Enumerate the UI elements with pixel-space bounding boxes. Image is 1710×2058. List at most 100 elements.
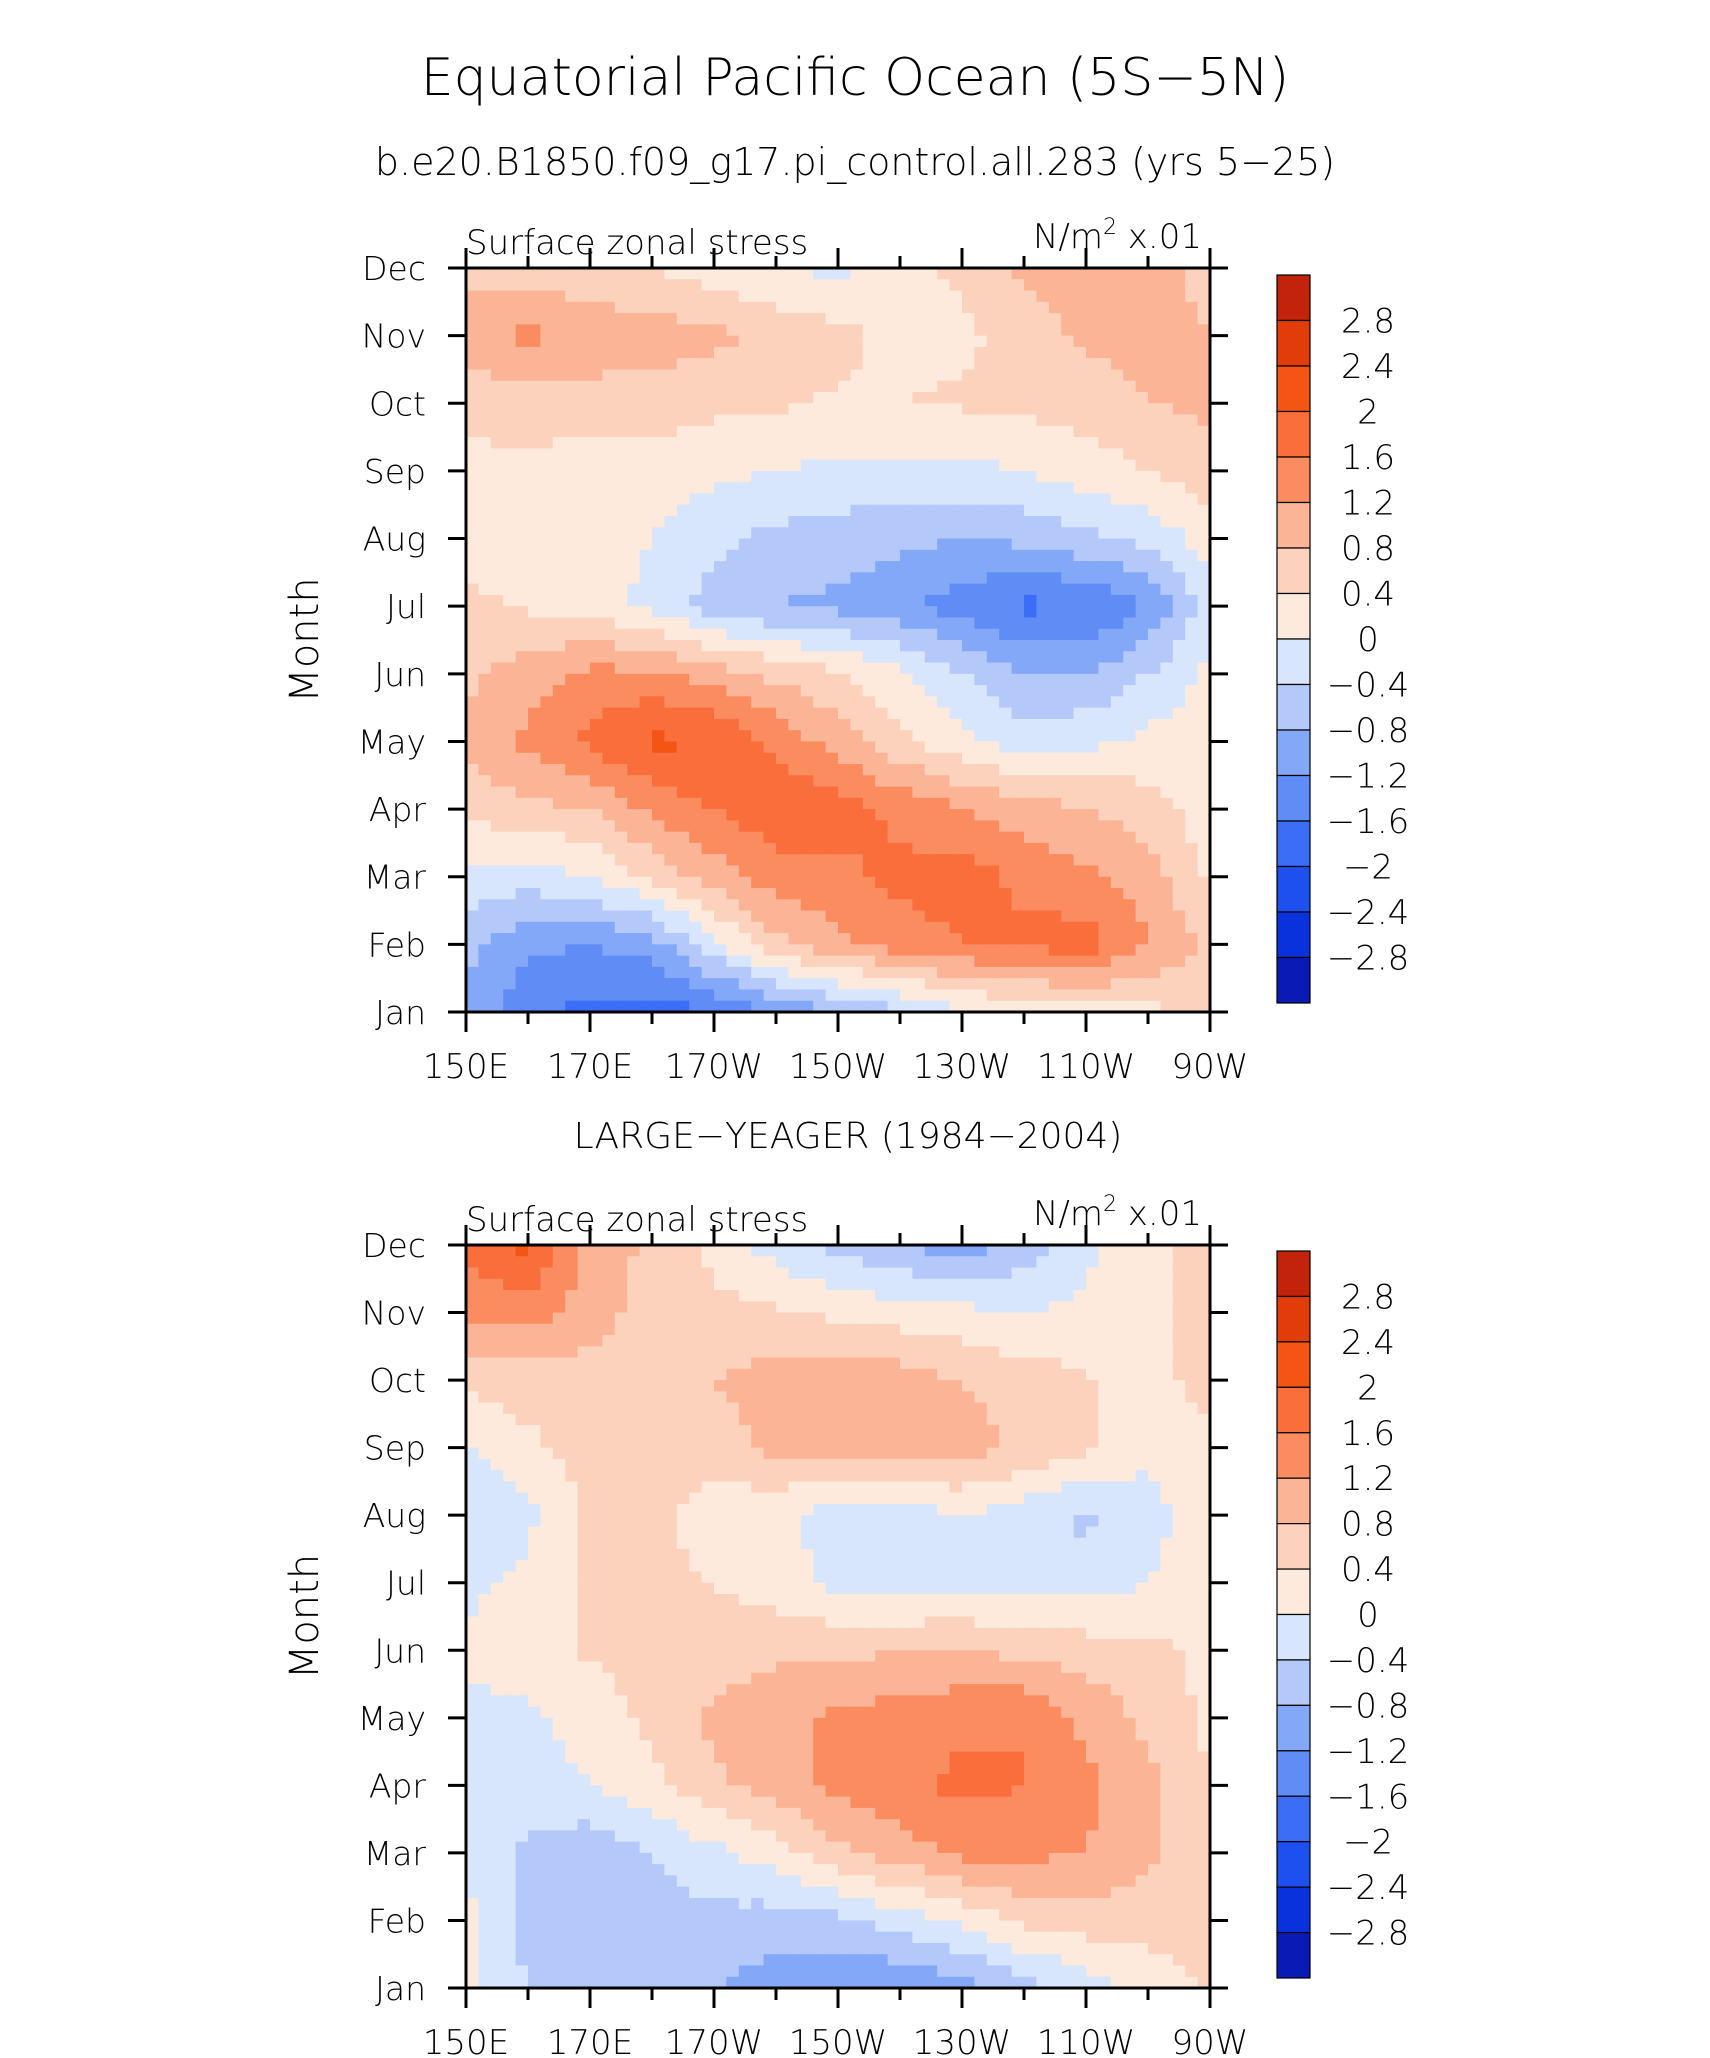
contour-cell [900,955,913,968]
contour-cell [1148,380,1161,393]
contour-cell [949,504,963,517]
contour-cell [1098,1267,1112,1280]
contour-cell [763,888,777,900]
contour-cell [962,459,975,472]
contour-cell [552,775,566,788]
contour-cell [1110,437,1124,449]
contour-cell [1197,1267,1211,1280]
contour-cell [466,1323,479,1336]
contour-cell [1197,279,1211,292]
contour-cell [565,527,579,540]
contour-cell [515,504,529,517]
contour-cell [590,820,603,833]
contour-cell [1098,1301,1112,1314]
contour-cell [1185,854,1199,867]
contour-cell [986,1380,1000,1392]
contour-cell [862,820,876,833]
contour-cell [1011,786,1025,799]
contour-cell [776,1368,789,1381]
contour-cell [540,470,554,483]
contour-cell [862,301,876,314]
contour-cell [1098,1380,1112,1392]
contour-cell [850,594,864,607]
contour-cell [466,865,479,878]
contour-cell [751,369,765,382]
contour-cell [751,651,765,664]
contour-cell [825,617,839,630]
y-tick-label: Dec [362,249,426,288]
contour-cell [515,470,529,483]
contour-cell [1110,831,1124,844]
contour-cell [503,538,517,551]
contour-cell [1086,1368,1099,1381]
contour-cell [540,606,554,619]
contour-cell [490,538,504,551]
contour-cell [949,493,963,506]
contour-cell [676,933,690,945]
contour-cell [552,933,566,945]
contour-cell [1197,504,1211,517]
contour-cell [1110,741,1124,754]
contour-cell [763,1312,777,1325]
contour-cell [813,707,827,720]
contour-cell [924,268,938,280]
contour-cell [676,414,690,427]
contour-cell [540,425,554,438]
contour-cell [1061,358,1075,371]
contour-cell [478,764,492,776]
contour-cell [1073,617,1087,630]
contour-cell [639,1335,653,1347]
contour-cell [738,1256,752,1269]
contour-cell [652,482,665,495]
contour-cell [577,696,591,709]
contour-cell [614,842,628,855]
contour-cell [788,831,802,844]
contour-cell [999,527,1013,540]
contour-cell [1011,527,1025,540]
contour-cell [627,1245,641,1257]
contour-cell [726,493,740,506]
contour-cell [1073,933,1087,945]
contour-cell [986,301,1000,314]
contour-cell [800,1267,814,1280]
contour-cell [577,335,591,348]
contour-cell [528,437,541,449]
contour-cell [577,910,591,923]
contour-cell [676,865,690,878]
contour-cell [726,786,740,799]
contour-cell [986,1256,1000,1269]
contour-cell [813,786,827,799]
contour-cell [639,346,653,359]
contour-cell [1086,831,1099,844]
contour-cell [850,651,864,664]
contour-cell [962,730,975,743]
contour-cell [676,628,690,641]
contour-cell [800,764,814,776]
contour-cell [937,470,951,483]
contour-cell [1048,1368,1062,1381]
contour-cell [714,662,727,675]
contour-cell [875,842,889,855]
contour-cell [639,617,653,630]
contour-cell [590,313,603,325]
contour-cell [924,640,938,652]
contour-cell [1036,301,1050,314]
contour-cell [515,380,529,393]
contour-cell [1086,752,1099,765]
contour-cell [1160,1256,1174,1269]
contour-cell [1135,966,1149,979]
contour-cell [1048,1346,1062,1359]
contour-cell [887,786,901,799]
contour-cell [652,921,665,934]
contour-cell [751,1402,765,1415]
contour-cell [1073,549,1087,562]
contour-cell [1160,482,1174,495]
contour-cell [614,358,628,371]
contour-cell [1135,1267,1149,1280]
contour-cell [614,369,628,382]
contour-cell [528,989,541,1002]
contour-cell [478,1301,492,1314]
contour-cell [962,527,975,540]
contour-cell [887,572,901,585]
contour-cell [838,346,851,359]
